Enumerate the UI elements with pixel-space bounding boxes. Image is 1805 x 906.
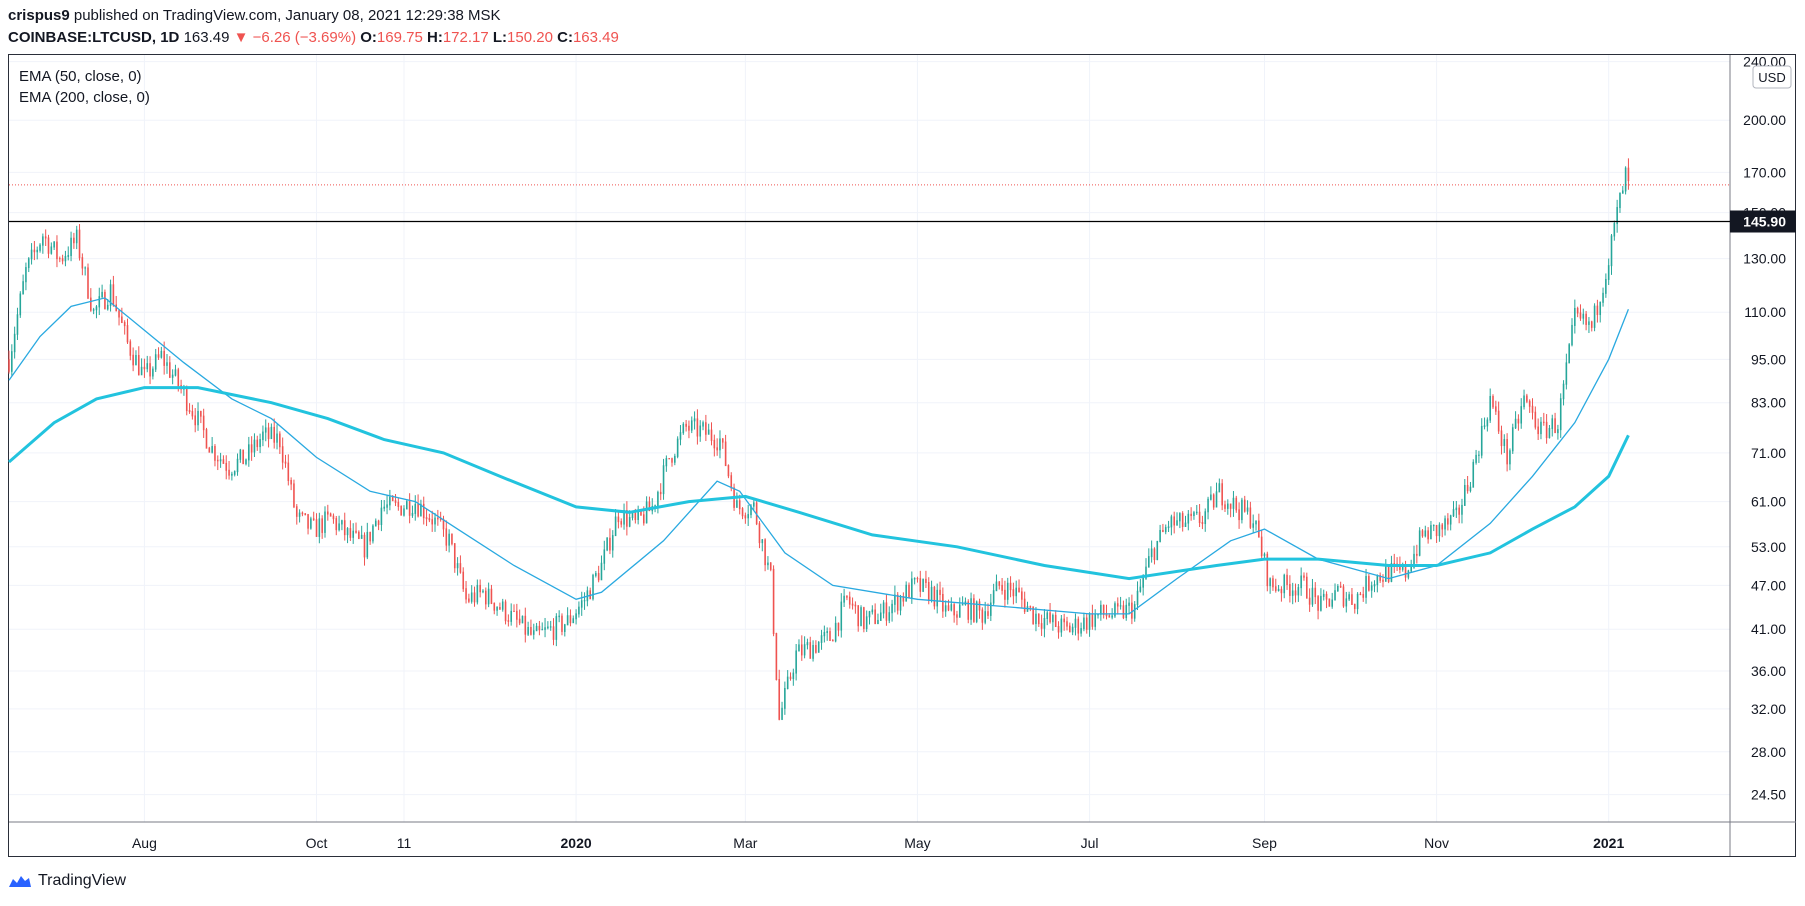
ticker-symbol: COINBASE:LTCUSD, 1D (8, 29, 180, 46)
legend-ema200[interactable]: EMA (200, close, 0) (19, 89, 150, 106)
y-tick-label: 24.50 (1751, 787, 1786, 803)
y-tick-label: 32.00 (1751, 701, 1786, 717)
crosshair-label-bg (1730, 210, 1796, 233)
x-tick-label: Mar (733, 835, 757, 851)
author-name[interactable]: crispus9 (8, 7, 70, 24)
y-tick-label: 61.00 (1751, 494, 1786, 510)
x-tick-label: Oct (306, 835, 328, 851)
high-label: H: (426, 29, 443, 46)
chart-frame[interactable] (8, 54, 1796, 857)
low-value: 150.20 (507, 29, 553, 46)
x-tick-label: Jul (1081, 835, 1099, 851)
open-label: O: (360, 29, 377, 46)
x-tick-label: Nov (1424, 835, 1449, 851)
y-tick-label: 130.00 (1743, 251, 1786, 267)
y-tick-label: 36.00 (1751, 663, 1786, 679)
y-tick-label: 240.00 (1743, 54, 1786, 70)
y-tick-label: 95.00 (1751, 351, 1786, 367)
open-value: 169.75 (376, 29, 423, 46)
price-change: −6.26 (−3.69%) (252, 29, 357, 46)
tradingview-brand: TradingView (8, 872, 126, 890)
published-text: published on TradingView.com, January 08… (73, 7, 501, 24)
y-tick-label: 28.00 (1751, 744, 1786, 760)
ticker-row: COINBASE:LTCUSD, 1D 163.49 ▼ −6.26 (−3.6… (8, 28, 619, 47)
x-tick-label: 2021 (1593, 835, 1624, 851)
y-tick-label: 41.00 (1751, 621, 1786, 637)
y-tick-label: 83.00 (1751, 395, 1786, 411)
ema200-line (8, 386, 1630, 581)
low-label: L: (492, 29, 508, 46)
y-tick-label: 71.00 (1751, 445, 1786, 461)
indicator-legend: EMA (50, close, 0) EMA (200, close, 0) (19, 66, 150, 108)
legend-ema50[interactable]: EMA (50, close, 0) (19, 68, 142, 85)
close-value: 163.49 (572, 29, 619, 46)
y-tick-label: 200.00 (1743, 112, 1786, 128)
unit-box (1752, 65, 1792, 89)
x-tick-label: 11 (397, 835, 412, 851)
close-label: C: (557, 29, 573, 46)
x-tick-label: Sep (1252, 835, 1277, 851)
y-tick-label: 53.00 (1751, 539, 1786, 555)
last-price: 163.49 (183, 29, 230, 46)
publish-header: crispus9 published on TradingView.com, J… (8, 6, 501, 25)
y-tick-label: 110.00 (1744, 304, 1786, 320)
y-tick-label: 170.00 (1743, 164, 1786, 180)
tradingview-logo-icon (9, 876, 31, 887)
x-tick-label: May (904, 835, 930, 851)
y-unit-label: USD (1758, 70, 1785, 85)
crosshair-price-label: 145.90 (1743, 214, 1786, 230)
x-tick-label: 2020 (561, 835, 592, 851)
y-tick-label: 47.00 (1751, 577, 1786, 593)
down-arrow-icon: ▼ (233, 29, 249, 46)
x-tick-label: Aug (132, 835, 157, 851)
brand-name: TradingView (38, 872, 127, 889)
ema50-line (8, 297, 1630, 615)
high-value: 172.17 (442, 29, 489, 46)
